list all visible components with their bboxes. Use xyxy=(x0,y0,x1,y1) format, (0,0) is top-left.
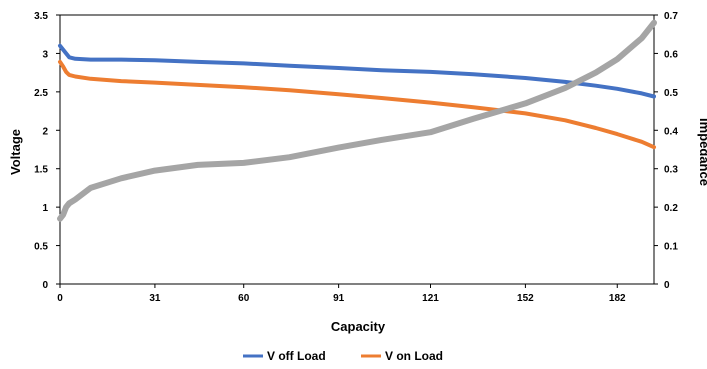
y2-tick-label: 0.4 xyxy=(664,126,678,137)
y2-tick-label: 0.2 xyxy=(664,203,678,214)
y2-tick-label: 0.5 xyxy=(664,88,678,99)
x-tick-label: 121 xyxy=(422,293,439,304)
x-tick-label: 31 xyxy=(149,293,161,304)
plot-area xyxy=(59,14,655,285)
y-tick-label: 0 xyxy=(42,280,48,291)
y-tick-label: 3 xyxy=(42,49,48,60)
y-axis-title: Voltage xyxy=(8,129,23,175)
x-tick-label: 0 xyxy=(57,293,63,304)
y2-tick-label: 0 xyxy=(664,280,670,291)
y-tick-label: 0.5 xyxy=(34,242,48,253)
x-tick-label: 182 xyxy=(609,293,626,304)
y2-tick-label: 0.3 xyxy=(664,165,678,176)
legend-label-v-on-load: V on Load xyxy=(385,349,443,363)
y-tick-label: 1 xyxy=(42,203,48,214)
series-line-v-on-load xyxy=(58,59,656,150)
x-axis-title: Capacity xyxy=(331,319,386,334)
y-tick-label: 3.5 xyxy=(34,11,48,22)
y2-tick-label: 0.6 xyxy=(664,49,678,60)
y2-tick-label: 0.1 xyxy=(664,242,678,253)
axis-layer: 0 0.5 1 1.5 2 2.5 3 3.5 0 0.1 0.2 0.3 0.4 0.5 0.6 0.7 0 3… xyxy=(34,11,678,304)
legend: V off Load V on Load xyxy=(243,349,443,363)
plot-border xyxy=(59,14,655,285)
x-tick-label: 91 xyxy=(333,293,345,304)
x-tick-label: 60 xyxy=(238,293,250,304)
y-tick-label: 1.5 xyxy=(34,165,48,176)
y2-axis-title: Impedance xyxy=(697,118,707,186)
y2-tick-label: 0.7 xyxy=(664,11,678,22)
y-tick-label: 2 xyxy=(42,126,48,137)
series-line-v-off-load xyxy=(58,43,656,99)
x-tick-label: 152 xyxy=(517,293,534,304)
series-layer xyxy=(57,19,657,222)
series-line-impedance xyxy=(57,19,657,222)
y-tick-label: 2.5 xyxy=(34,88,48,99)
legend-label-v-off-load: V off Load xyxy=(267,349,326,363)
